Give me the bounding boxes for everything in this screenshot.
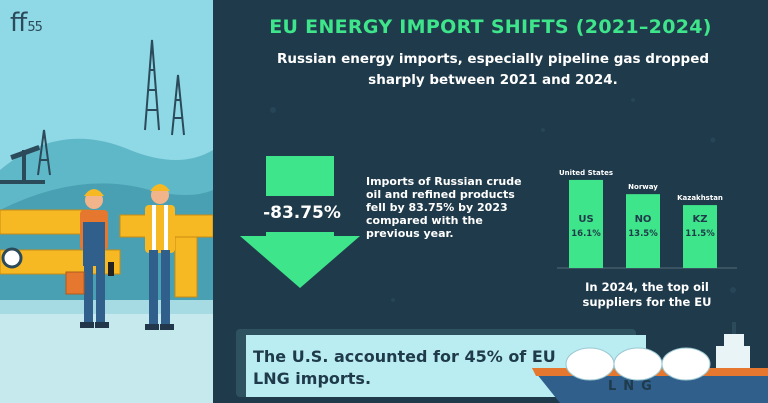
bar-category-label: United States bbox=[559, 169, 613, 177]
bar-value-label: 11.5% bbox=[685, 229, 715, 239]
worker-illustration bbox=[145, 184, 175, 330]
top-oil-suppliers-chart: United States US 16.1% Norway NO 13.5% Kazakhs… bbox=[557, 169, 737, 269]
decline-value: -83.75% bbox=[263, 203, 341, 223]
logo-sub: 55 bbox=[27, 20, 43, 35]
ship-label: LNG bbox=[608, 379, 659, 394]
bar-code-label: US bbox=[578, 214, 593, 225]
bar-category-label: Kazakhstan bbox=[677, 194, 723, 202]
background-texture bbox=[270, 98, 736, 302]
bar-value-label: 13.5% bbox=[628, 229, 658, 239]
callout-text: The U.S. accounted for 45% of EU LNG imp… bbox=[253, 347, 556, 388]
bar-code-label: KZ bbox=[693, 214, 708, 225]
bar-category-label: Norway bbox=[628, 183, 658, 191]
logo-main: ff bbox=[10, 8, 27, 38]
down-arrow-icon bbox=[240, 156, 360, 288]
illustration-panel bbox=[0, 0, 213, 403]
bar-code-label: NO bbox=[635, 214, 652, 225]
oil-field-illustration bbox=[0, 0, 213, 403]
page-title: EU ENERGY IMPORT SHIFTS (2021–2024) bbox=[269, 16, 712, 38]
bar-kz bbox=[683, 205, 717, 268]
oil-pumpjack-icon bbox=[37, 39, 185, 176]
decline-description: Imports of Russian crude oil and refined… bbox=[366, 175, 522, 240]
worker-illustration bbox=[65, 189, 114, 328]
bar-value-label: 16.1% bbox=[571, 229, 601, 239]
bar-us bbox=[569, 179, 603, 268]
page-subtitle: Russian energy imports, especially pipel… bbox=[276, 51, 710, 88]
chart-bars: United States US 16.1% Norway NO 13.5% Kazakhs… bbox=[559, 169, 723, 268]
chart-caption: In 2024, the top oil suppliers for the E… bbox=[582, 280, 712, 309]
lng-ship-icon: LNG bbox=[532, 322, 768, 403]
brand-logo: ff55 bbox=[10, 8, 43, 38]
bar-no bbox=[626, 194, 660, 268]
